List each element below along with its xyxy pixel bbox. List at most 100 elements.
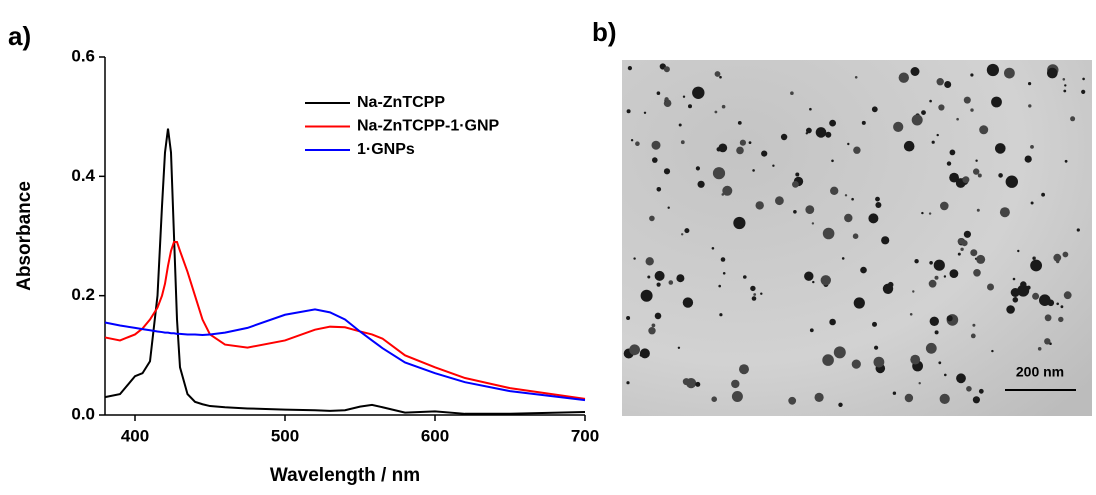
particle	[882, 283, 894, 294]
particle	[831, 159, 834, 163]
particle	[970, 333, 976, 339]
particle	[973, 269, 981, 277]
particle	[949, 149, 956, 156]
particle	[944, 81, 952, 88]
legend-label: Na-ZnTCPP	[357, 94, 445, 111]
particle	[751, 296, 757, 301]
particle	[626, 381, 630, 385]
particle	[914, 259, 919, 264]
particle	[775, 196, 784, 206]
particle	[874, 345, 879, 350]
particle	[987, 283, 994, 291]
particle	[910, 67, 920, 76]
particle	[714, 110, 718, 114]
particle	[973, 168, 980, 175]
particle	[957, 252, 961, 256]
particle	[940, 201, 949, 211]
particle	[1063, 89, 1067, 93]
particle	[970, 73, 974, 77]
particle	[1044, 338, 1051, 345]
particle	[645, 257, 654, 266]
particle	[667, 206, 670, 209]
particle	[806, 127, 812, 134]
particle	[820, 275, 831, 286]
particle	[733, 216, 746, 230]
particle	[1056, 259, 1060, 264]
particle	[1032, 257, 1035, 260]
particle	[966, 386, 972, 392]
particle	[682, 297, 694, 308]
particle	[1005, 175, 1018, 188]
particle	[648, 327, 656, 335]
particle	[814, 392, 824, 402]
particle	[1032, 292, 1040, 300]
particle	[1047, 67, 1058, 79]
particle	[750, 285, 756, 292]
particle	[847, 142, 850, 146]
x-tick-label: 600	[421, 426, 449, 445]
particle	[755, 201, 764, 210]
particle	[809, 107, 812, 111]
particle	[684, 228, 690, 234]
particle	[910, 354, 921, 365]
particle	[737, 121, 742, 125]
particle	[854, 76, 858, 79]
series-line	[104, 240, 586, 400]
particle	[1063, 291, 1072, 300]
particle	[893, 121, 904, 132]
particle	[963, 230, 972, 238]
particle	[1017, 284, 1030, 297]
particle	[991, 96, 1002, 108]
particle	[956, 373, 966, 384]
panel-label: b)	[592, 17, 617, 47]
particle	[873, 356, 885, 368]
particle	[1030, 201, 1034, 205]
particle	[970, 108, 974, 112]
particle	[1030, 259, 1042, 272]
particle	[956, 117, 959, 121]
particle	[716, 147, 721, 152]
panel-label: a)	[8, 21, 31, 51]
particle	[829, 119, 836, 127]
particle	[643, 111, 647, 115]
particle	[677, 346, 681, 349]
particle	[718, 284, 721, 288]
particle	[656, 187, 662, 192]
particle	[1064, 159, 1068, 163]
particle	[722, 185, 733, 196]
particle	[656, 91, 661, 95]
particle	[815, 127, 827, 138]
particle	[739, 364, 749, 375]
particle	[1053, 253, 1062, 262]
particle	[903, 140, 915, 152]
particle	[938, 104, 945, 111]
particle	[1044, 314, 1052, 322]
particle	[936, 133, 939, 137]
particle	[909, 313, 913, 316]
particle	[928, 279, 937, 288]
x-tick-label: 700	[571, 426, 599, 445]
particle	[651, 140, 661, 150]
particle	[656, 282, 661, 287]
particle	[748, 141, 752, 145]
particle	[875, 202, 882, 208]
particle	[722, 272, 726, 275]
particle	[929, 316, 939, 326]
y-tick-label: 0.4	[71, 166, 95, 185]
series-line	[104, 128, 586, 415]
particle	[972, 323, 976, 327]
particle	[1064, 84, 1067, 87]
particle	[711, 247, 715, 250]
particle	[998, 173, 1003, 178]
particle	[976, 254, 986, 264]
particle	[844, 194, 848, 197]
particle	[929, 261, 933, 265]
particle	[1060, 305, 1064, 309]
particle	[635, 141, 640, 146]
particle	[736, 146, 744, 155]
particle	[929, 99, 932, 103]
particle	[812, 280, 815, 284]
particle	[772, 164, 775, 167]
particle	[962, 176, 970, 184]
x-tick-label: 500	[271, 426, 299, 445]
